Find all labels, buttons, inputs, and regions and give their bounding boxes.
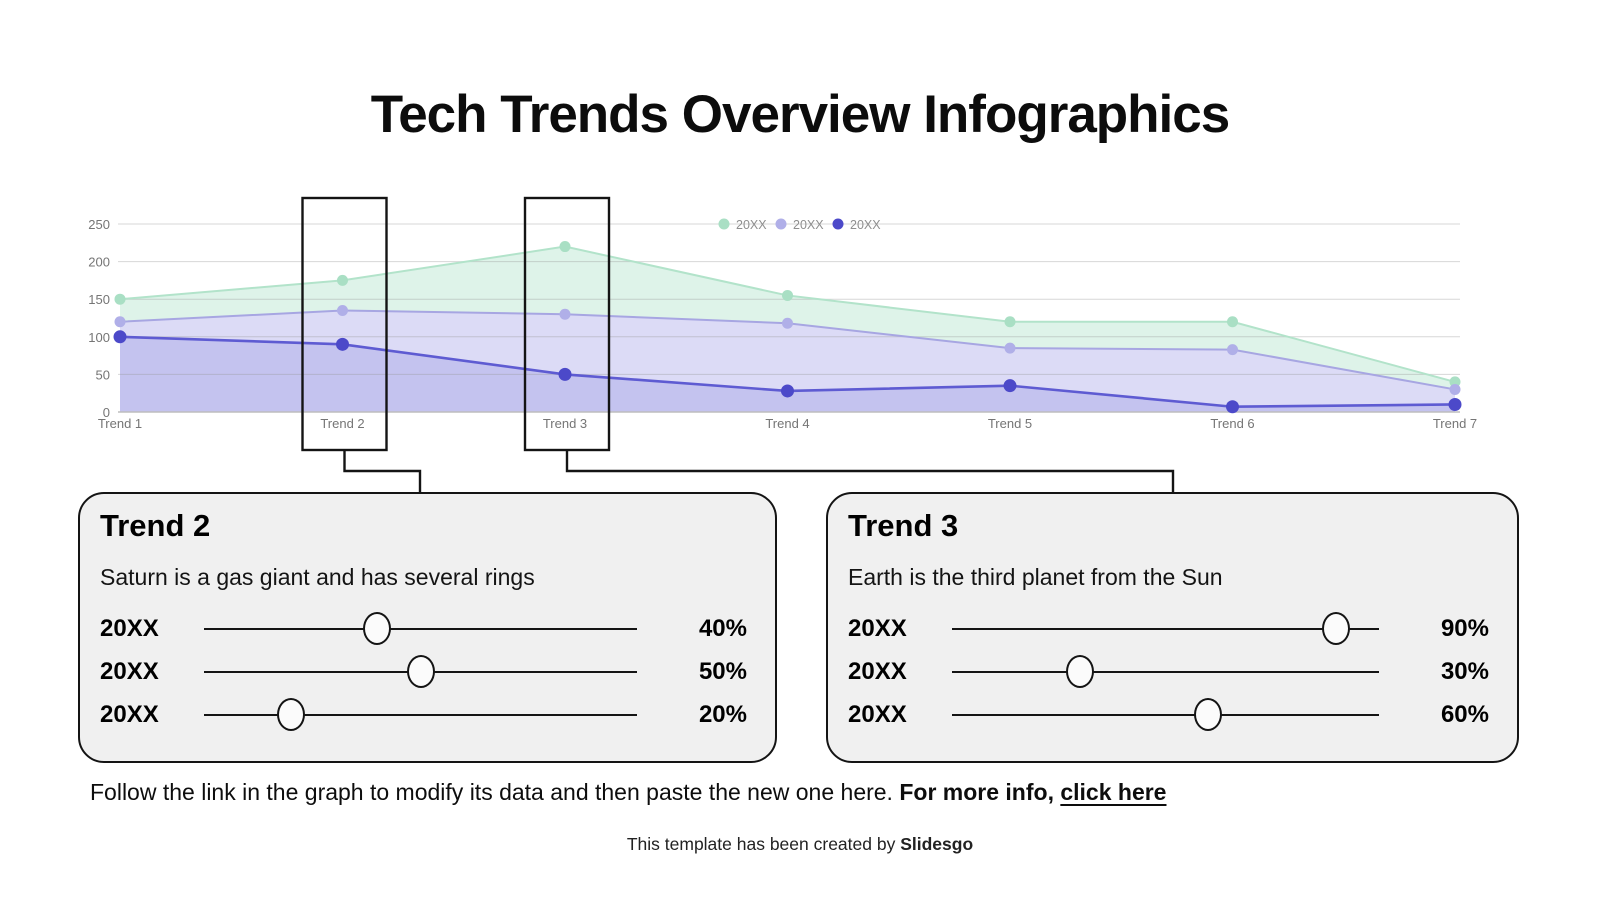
stat-year-label: 20XX xyxy=(100,614,159,642)
stat-slider-track xyxy=(204,611,637,647)
x-axis-label: Trend 4 xyxy=(765,416,809,431)
data-point xyxy=(114,316,126,328)
slider-knob[interactable] xyxy=(406,654,435,688)
credit-text: This template has been created by xyxy=(626,834,901,854)
data-point xyxy=(336,337,349,351)
data-point xyxy=(1226,400,1239,414)
legend-dot xyxy=(718,218,730,230)
y-axis-label: 150 xyxy=(88,292,110,307)
legend-dot xyxy=(775,218,787,230)
data-point xyxy=(1449,383,1461,395)
x-axis-label: Trend 6 xyxy=(1210,416,1254,431)
data-point xyxy=(337,274,348,286)
template-credit: This template has been created by Slides… xyxy=(0,834,1600,855)
slider-knob[interactable] xyxy=(276,697,305,731)
stat-year-label: 20XX xyxy=(848,657,907,685)
callout-connector-line xyxy=(565,450,1175,493)
stat-percent: 40% xyxy=(698,614,747,642)
x-axis-label: Trend 5 xyxy=(988,416,1032,431)
stat-row: 20XX 30% xyxy=(848,650,1489,693)
y-axis-label: 50 xyxy=(96,367,110,382)
data-point xyxy=(114,293,126,305)
data-point xyxy=(558,367,572,381)
card-title: Trend 3 xyxy=(848,508,959,543)
stat-row: 20XX 40% xyxy=(100,607,747,650)
y-axis-label: 200 xyxy=(88,255,110,270)
data-point xyxy=(559,241,571,253)
callout-card-trend-3: Trend 3 Earth is the third planet from t… xyxy=(826,492,1519,763)
y-axis-label: 250 xyxy=(88,217,110,232)
legend-label: 20XX xyxy=(850,218,881,232)
data-point xyxy=(337,304,348,316)
instruction-body: Follow the link in the graph to modify i… xyxy=(90,779,900,805)
legend-label: 20XX xyxy=(736,218,767,232)
stat-slider-track xyxy=(204,697,637,733)
data-point xyxy=(1004,316,1016,328)
x-axis-label: Trend 3 xyxy=(543,416,587,431)
stat-year-label: 20XX xyxy=(100,657,159,685)
page-title: Tech Trends Overview Infographics xyxy=(370,85,1230,144)
card-description: Saturn is a gas giant and has several ri… xyxy=(100,564,535,590)
data-point xyxy=(1227,316,1238,328)
data-point xyxy=(1449,376,1461,388)
data-point xyxy=(1003,379,1017,393)
stat-row: 20XX 50% xyxy=(100,650,747,693)
series-area xyxy=(120,336,1455,412)
slider-rows: 20XX 90% 20XX 30% 20XX 60% xyxy=(848,607,1489,736)
legend-label: 20XX xyxy=(793,218,824,232)
card-title: Trend 2 xyxy=(100,508,211,543)
stat-percent: 60% xyxy=(1440,700,1489,728)
stat-row: 20XX 90% xyxy=(848,607,1489,650)
stat-slider-track xyxy=(952,611,1379,647)
stat-row: 20XX 20% xyxy=(100,693,747,736)
data-point xyxy=(781,384,794,398)
y-axis-label: 100 xyxy=(88,330,110,345)
instruction-bold: For more info, xyxy=(899,779,1061,805)
x-axis-label: Trend 1 xyxy=(98,416,142,431)
card-description: Earth is the third planet from the Sun xyxy=(848,564,1223,590)
stat-percent: 50% xyxy=(698,657,747,685)
slider-rows: 20XX 40% 20XX 50% 20XX 20% xyxy=(100,607,747,736)
data-point xyxy=(782,317,793,329)
slider-knob[interactable] xyxy=(363,611,392,645)
credit-brand: Slidesgo xyxy=(900,834,974,854)
x-axis-label: Trend 7 xyxy=(1433,416,1477,431)
stat-percent: 30% xyxy=(1440,657,1489,685)
data-point xyxy=(559,308,571,320)
click-here-link[interactable]: click here xyxy=(1060,779,1167,805)
y-axis-label: 0 xyxy=(103,405,110,420)
stat-year-label: 20XX xyxy=(848,700,907,728)
stat-year-label: 20XX xyxy=(848,614,907,642)
stat-slider-track xyxy=(204,654,637,690)
data-point xyxy=(1227,344,1238,356)
trend-area-chart: 0 50 100 150 200 250 Trend 1 Trend 2 Trend 3 Tren… xyxy=(88,196,1477,493)
x-axis-label: Trend 2 xyxy=(320,416,364,431)
data-point xyxy=(1004,342,1016,354)
series-area xyxy=(120,310,1455,407)
slider-knob[interactable] xyxy=(1194,697,1223,731)
callout-connector-line xyxy=(343,450,422,493)
stat-slider-track xyxy=(952,654,1379,690)
slider-knob[interactable] xyxy=(1066,654,1095,688)
data-point xyxy=(1448,397,1462,411)
slider-knob[interactable] xyxy=(1322,611,1351,645)
legend-dot xyxy=(832,218,844,230)
stat-row: 20XX 60% xyxy=(848,693,1489,736)
stat-year-label: 20XX xyxy=(100,700,159,728)
stat-slider-track xyxy=(952,697,1379,733)
instruction-text: Follow the link in the graph to modify i… xyxy=(90,779,1166,806)
stat-percent: 90% xyxy=(1440,614,1489,642)
stat-percent: 20% xyxy=(698,700,747,728)
callout-card-trend-2: Trend 2 Saturn is a gas giant and has se… xyxy=(78,492,777,763)
data-point xyxy=(782,289,793,301)
data-point xyxy=(113,330,127,344)
